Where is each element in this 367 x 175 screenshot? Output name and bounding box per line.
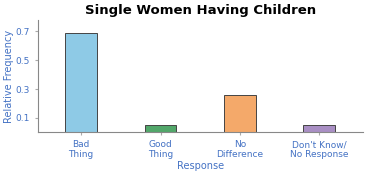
Y-axis label: Relative Frequency: Relative Frequency xyxy=(4,30,14,123)
Bar xyxy=(224,95,256,132)
Title: Single Women Having Children: Single Women Having Children xyxy=(85,4,316,17)
Bar xyxy=(304,125,335,132)
Bar xyxy=(65,33,97,132)
Bar xyxy=(145,125,177,132)
X-axis label: Response: Response xyxy=(177,161,224,171)
